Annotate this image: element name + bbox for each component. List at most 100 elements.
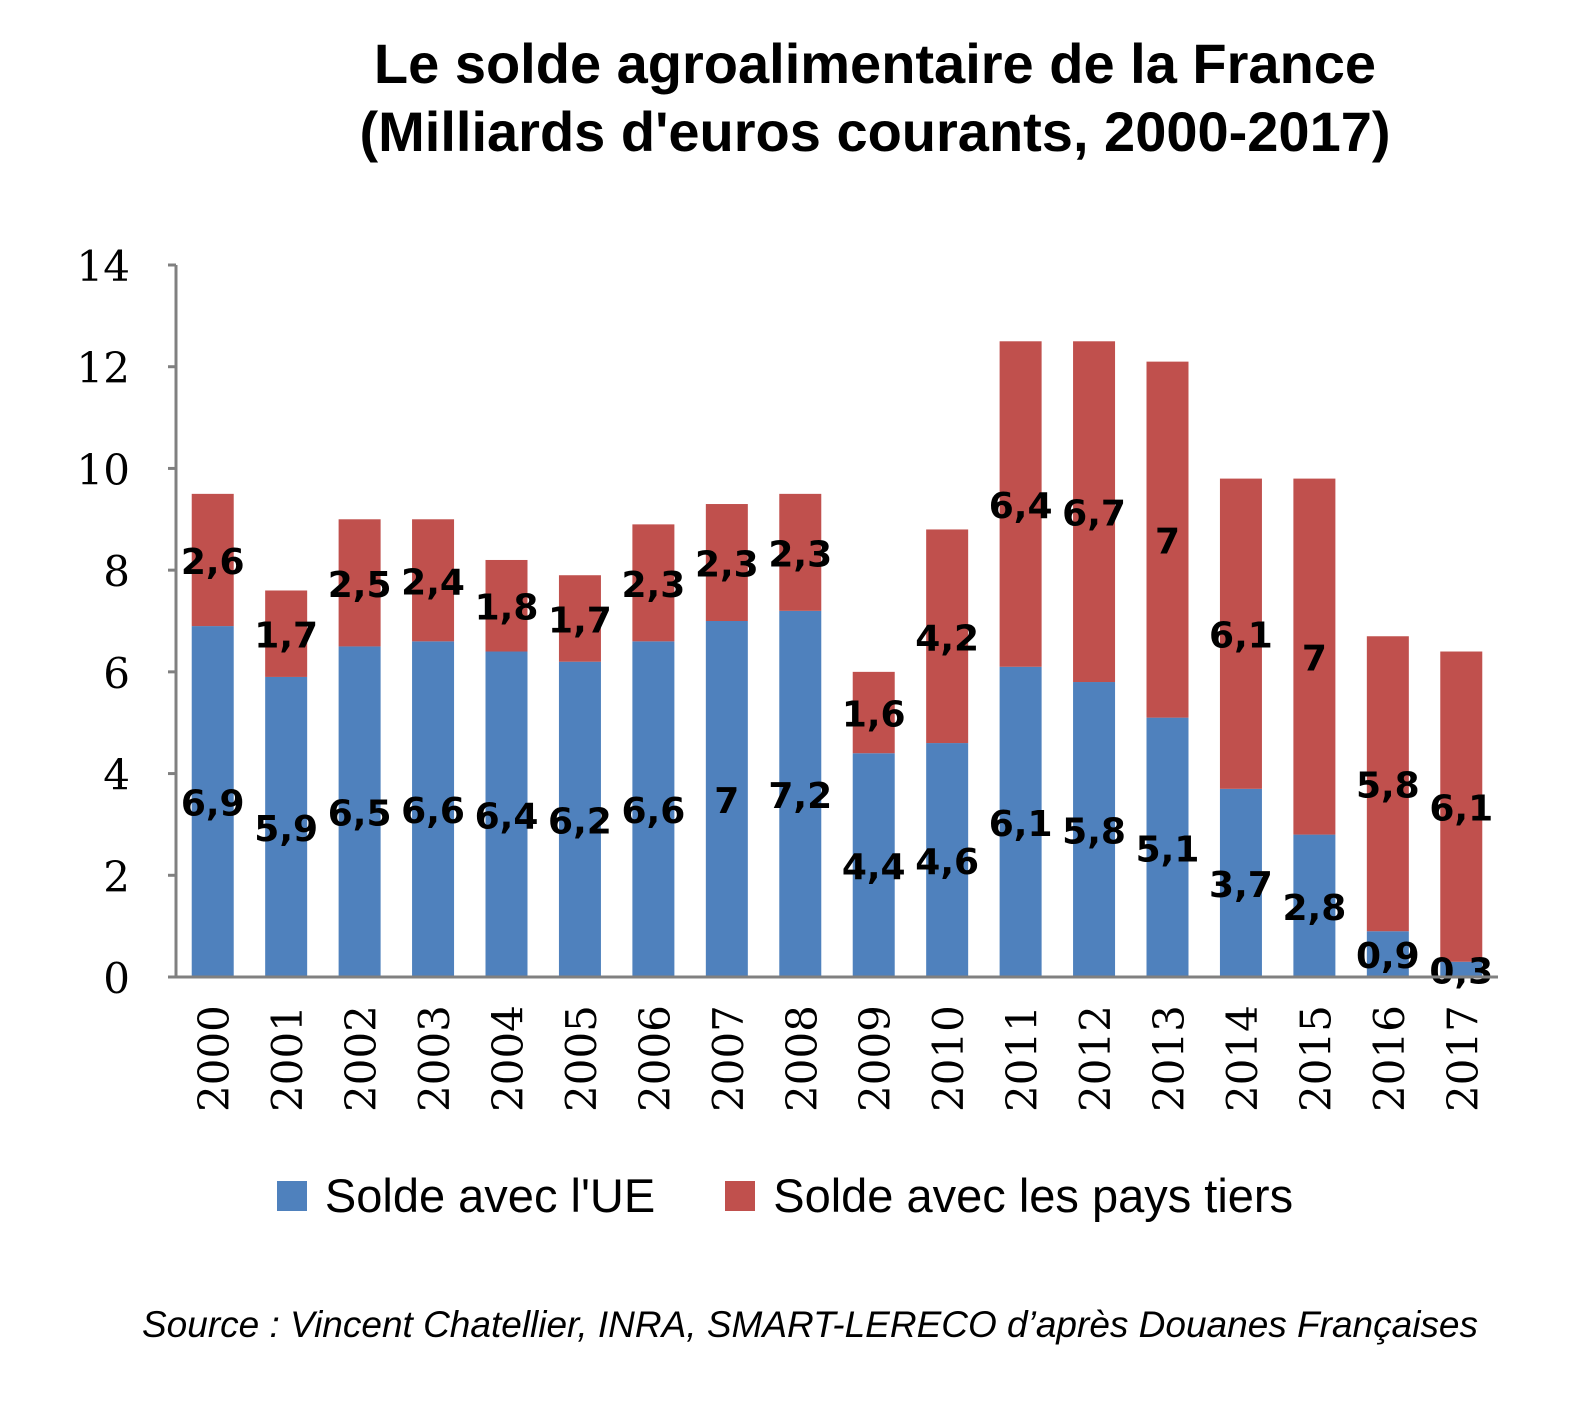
x-tick-label-2010: 2010	[924, 1005, 973, 1112]
data-label-tiers-2013: 7	[1155, 522, 1180, 563]
data-label-tiers-2012: 6,7	[1062, 494, 1126, 535]
bar-tiers-2002	[338, 519, 381, 647]
bar-ue-2004	[485, 651, 528, 977]
bar-tiers-2003	[412, 519, 455, 642]
data-label-tiers-2006: 2,3	[621, 565, 685, 606]
data-label-ue-2010: 4,6	[915, 842, 979, 883]
bar-ue-2003	[412, 641, 455, 977]
data-label-ue-2012: 5,8	[1062, 812, 1126, 853]
x-tick-label-2001: 2001	[263, 1005, 312, 1112]
y-tick-label: 0	[103, 954, 130, 1003]
data-label-tiers-2002: 2,5	[328, 565, 392, 606]
data-label-tiers-2000: 2,6	[181, 542, 245, 583]
bar-ue-2009	[852, 753, 895, 977]
bar-tiers-2004	[485, 559, 528, 652]
bar-tiers-2009	[852, 671, 895, 754]
data-label-ue-2017: 0,3	[1429, 951, 1493, 992]
data-label-tiers-2015: 7	[1302, 639, 1327, 680]
data-label-ue-2009: 4,4	[842, 847, 906, 888]
bar-ue-2006	[632, 641, 675, 977]
y-tick-label: 4	[103, 751, 130, 800]
y-tick-label: 2	[103, 852, 130, 901]
bar-ue-2014	[1219, 788, 1262, 977]
data-label-ue-2006: 6,6	[621, 791, 685, 832]
y-tick-label: 6	[103, 649, 130, 698]
x-tick-label-2000: 2000	[190, 1005, 239, 1112]
legend-swatch-tiers	[725, 1180, 756, 1211]
data-label-tiers-2016: 5,8	[1356, 766, 1420, 807]
bar-ue-2002	[338, 646, 381, 977]
bar-tiers-2010	[926, 529, 969, 744]
data-label-ue-2015: 2,8	[1282, 888, 1346, 929]
x-tick-label-2009: 2009	[851, 1005, 900, 1112]
data-label-tiers-2004: 1,8	[475, 588, 539, 629]
data-label-ue-2003: 6,6	[401, 791, 465, 832]
data-label-ue-2007: 7	[714, 781, 739, 822]
bar-tiers-2013	[1146, 361, 1189, 718]
bar-tiers-2005	[558, 575, 601, 662]
x-tick-label-2014: 2014	[1218, 1005, 1267, 1112]
legend-swatch-ue	[276, 1180, 307, 1211]
data-label-tiers-2008: 2,3	[768, 534, 832, 575]
x-tick-label-2011: 2011	[998, 1005, 1047, 1112]
data-label-tiers-2001: 1,7	[254, 616, 318, 657]
x-tick-label-2016: 2016	[1365, 1005, 1414, 1112]
data-label-ue-2005: 6,2	[548, 801, 612, 842]
bar-tiers-2006	[632, 524, 675, 642]
source-note: Source : Vincent Chatellier, INRA, SMART…	[141, 1304, 1479, 1345]
x-tick-label-2015: 2015	[1291, 1005, 1340, 1112]
y-tick-label: 12	[77, 344, 130, 393]
data-label-tiers-2007: 2,3	[695, 545, 759, 586]
bar-tiers-2000	[191, 493, 234, 627]
data-label-tiers-2005: 1,7	[548, 600, 612, 641]
legend-label-tiers: Solde avec les pays tiers	[773, 1169, 1294, 1222]
data-label-ue-2008: 7,2	[768, 776, 832, 817]
chart-title: Le solde agroalimentaire de la France (M…	[250, 30, 1500, 166]
data-label-tiers-2003: 2,4	[401, 562, 465, 603]
data-label-tiers-2017: 6,1	[1429, 789, 1493, 830]
bar-tiers-2016	[1366, 636, 1409, 932]
bar-tiers-2012	[1073, 341, 1116, 683]
x-tick-label-2013: 2013	[1145, 1005, 1194, 1112]
title-line-2: (Milliards d'euros courants, 2000-2017)	[359, 100, 1391, 163]
data-label-ue-2000: 6,9	[181, 784, 245, 825]
bar-ue-2017	[1440, 961, 1483, 977]
x-tick-label-2006: 2006	[630, 1005, 679, 1112]
legend-label-ue: Solde avec l'UE	[324, 1169, 656, 1222]
bar-tiers-2008	[779, 493, 822, 611]
x-tick-label-2005: 2005	[557, 1005, 606, 1112]
x-tick-label-2008: 2008	[777, 1005, 826, 1112]
data-label-ue-2001: 5,9	[254, 809, 318, 850]
data-label-ue-2016: 0,9	[1356, 936, 1420, 977]
x-tick-label-2004: 2004	[484, 1005, 533, 1112]
data-label-ue-2013: 5,1	[1136, 829, 1200, 870]
bar-tiers-2007	[705, 504, 748, 621]
title-line-1: Le solde agroalimentaire de la France	[373, 32, 1377, 95]
y-tick-label: 10	[77, 445, 130, 494]
data-label-tiers-2010: 4,2	[915, 618, 979, 659]
x-tick-label-2012: 2012	[1071, 1005, 1120, 1112]
bar-ue-2013	[1146, 717, 1189, 977]
bar-tiers-2011	[999, 341, 1042, 667]
y-tick-label: 8	[103, 547, 130, 596]
bar-ue-2011	[999, 666, 1042, 977]
bar-tiers-2015	[1293, 478, 1336, 835]
bar-ue-2015	[1293, 834, 1336, 977]
bar-ue-2010	[926, 743, 969, 977]
bar-ue-2001	[265, 676, 308, 977]
bar-tiers-2001	[265, 590, 308, 677]
bar-ue-2008	[779, 610, 822, 977]
legend-item-tiers: Solde avec les pays tiers	[725, 1168, 1293, 1223]
bar-ue-2016	[1366, 931, 1409, 977]
data-label-tiers-2014: 6,1	[1209, 616, 1273, 657]
data-label-ue-2004: 6,4	[475, 796, 539, 837]
legend: Solde avec l'UE Solde avec les pays tier…	[0, 1168, 1570, 1223]
x-tick-label-2002: 2002	[337, 1005, 386, 1112]
bar-tiers-2017	[1440, 651, 1483, 962]
x-tick-label-2017: 2017	[1438, 1005, 1487, 1112]
bar-ue-2005	[558, 661, 601, 977]
bar-tiers-2014	[1219, 478, 1262, 789]
x-tick-label-2003: 2003	[410, 1005, 459, 1112]
bar-ue-2007	[705, 621, 748, 977]
data-label-tiers-2009: 1,6	[842, 695, 906, 736]
